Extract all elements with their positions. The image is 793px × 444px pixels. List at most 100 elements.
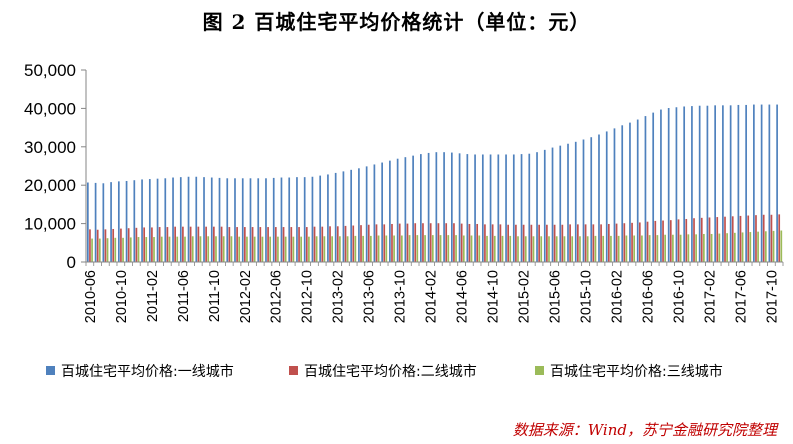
bar-3 — [377, 235, 380, 262]
bar-3 — [532, 236, 535, 262]
bar-2 — [724, 216, 726, 262]
bar-1 — [172, 177, 174, 262]
bar-3 — [246, 236, 248, 262]
bar-2 — [243, 227, 246, 262]
bar-1 — [327, 174, 329, 262]
bar-1 — [179, 177, 182, 262]
bar-2 — [685, 218, 688, 262]
bar-3 — [168, 236, 171, 262]
bar-3 — [292, 236, 295, 262]
bar-3 — [238, 236, 241, 262]
bar-2 — [677, 219, 680, 262]
bar-1 — [187, 176, 190, 262]
bar-3 — [695, 234, 697, 262]
x-tick-label: 2015-10 — [579, 270, 595, 323]
bar-3 — [215, 236, 217, 262]
bar-2 — [298, 227, 300, 262]
legend-swatch — [289, 366, 298, 375]
bar-3 — [439, 235, 442, 262]
bar-3 — [129, 237, 132, 262]
bar-3 — [617, 235, 620, 262]
bar-1 — [698, 105, 701, 263]
bar-3 — [424, 235, 426, 262]
bar-3 — [315, 236, 318, 262]
bar-2 — [189, 226, 192, 262]
bar-2 — [313, 226, 316, 262]
bar-1 — [358, 168, 360, 262]
bar-1 — [226, 178, 229, 262]
bar-3 — [176, 236, 179, 262]
bar-3 — [339, 236, 341, 262]
bar-2 — [778, 214, 781, 262]
bar-2 — [336, 226, 339, 262]
bar-1 — [768, 104, 771, 262]
bar-3 — [764, 231, 767, 262]
x-tick-label: 2013-02 — [331, 270, 347, 323]
bar-3 — [277, 236, 279, 262]
bar-3 — [602, 235, 605, 262]
bar-2 — [453, 223, 455, 262]
bar-2 — [290, 227, 293, 262]
bar-2 — [491, 224, 494, 262]
bar-3 — [308, 236, 310, 262]
bar-3 — [703, 233, 705, 262]
bar-2 — [391, 223, 393, 262]
bar-3 — [509, 235, 512, 262]
bar-2 — [739, 215, 742, 262]
bar-2 — [321, 226, 324, 262]
bar-3 — [370, 235, 372, 262]
bar-1 — [389, 160, 391, 262]
bar-1 — [87, 182, 89, 262]
bar-3 — [385, 235, 388, 262]
bar-1 — [381, 162, 383, 262]
bar-3 — [718, 233, 721, 262]
x-tick-label: 2015-02 — [517, 270, 533, 323]
bar-2 — [305, 227, 308, 262]
bar-3 — [207, 236, 210, 262]
bar-1 — [288, 177, 291, 262]
bar-3 — [586, 236, 589, 262]
x-tick-label: 2017-02 — [702, 270, 718, 323]
bar-1 — [265, 178, 267, 262]
bar-2 — [669, 220, 672, 262]
bar-3 — [610, 235, 612, 262]
bar-2 — [693, 218, 695, 262]
bar-3 — [555, 236, 558, 262]
bar-3 — [98, 238, 101, 262]
bar-1 — [520, 154, 523, 262]
bar-3 — [455, 235, 457, 262]
bar-1 — [203, 177, 205, 262]
bar-2 — [654, 220, 657, 262]
bar-3 — [726, 233, 728, 262]
bar-1 — [675, 107, 678, 262]
x-tick-label: 2017-06 — [733, 270, 749, 323]
bar-1 — [296, 177, 298, 262]
bar-1 — [543, 149, 546, 262]
bar-1 — [195, 176, 198, 262]
bar-3 — [269, 236, 272, 262]
y-tick-label: 40,000 — [24, 99, 76, 118]
bar-1 — [737, 104, 740, 262]
bar-2 — [600, 224, 602, 262]
bar-3 — [253, 236, 256, 262]
bar-2 — [96, 229, 99, 262]
bar-2 — [468, 223, 471, 262]
bar-3 — [633, 235, 636, 262]
legend-label: 百城住宅平均价格:三线城市 — [550, 363, 723, 380]
bar-2 — [251, 227, 254, 262]
bar-2 — [762, 214, 765, 262]
bar-2 — [414, 223, 417, 262]
bar-2 — [158, 227, 161, 262]
bar-1 — [582, 139, 585, 262]
bar-3 — [672, 234, 674, 262]
bar-1 — [629, 122, 631, 262]
bar-2 — [731, 216, 734, 262]
x-tick-label: 2012-10 — [300, 270, 316, 323]
bar-3 — [687, 234, 690, 262]
bar-1 — [412, 155, 414, 262]
x-tick-label: 2011-10 — [207, 270, 223, 322]
bar-3 — [122, 237, 124, 262]
bar-2 — [151, 227, 153, 262]
bars-layer — [87, 104, 783, 263]
bar-1 — [722, 105, 724, 262]
